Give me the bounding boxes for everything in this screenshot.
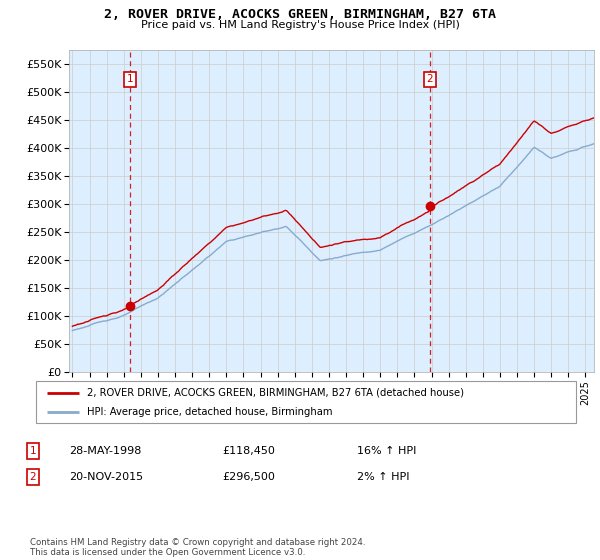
Text: 2: 2	[427, 74, 433, 85]
Text: 20-NOV-2015: 20-NOV-2015	[69, 472, 143, 482]
Text: Contains HM Land Registry data © Crown copyright and database right 2024.
This d: Contains HM Land Registry data © Crown c…	[30, 538, 365, 557]
Text: £118,450: £118,450	[222, 446, 275, 456]
Text: 1: 1	[127, 74, 134, 85]
Text: 1: 1	[29, 446, 37, 456]
Text: 16% ↑ HPI: 16% ↑ HPI	[357, 446, 416, 456]
Text: 2: 2	[29, 472, 37, 482]
Text: 2% ↑ HPI: 2% ↑ HPI	[357, 472, 409, 482]
Text: HPI: Average price, detached house, Birmingham: HPI: Average price, detached house, Birm…	[88, 407, 333, 417]
Text: £296,500: £296,500	[222, 472, 275, 482]
Text: 2, ROVER DRIVE, ACOCKS GREEN, BIRMINGHAM, B27 6TA (detached house): 2, ROVER DRIVE, ACOCKS GREEN, BIRMINGHAM…	[88, 388, 464, 398]
Text: Price paid vs. HM Land Registry's House Price Index (HPI): Price paid vs. HM Land Registry's House …	[140, 20, 460, 30]
Text: 2, ROVER DRIVE, ACOCKS GREEN, BIRMINGHAM, B27 6TA: 2, ROVER DRIVE, ACOCKS GREEN, BIRMINGHAM…	[104, 8, 496, 21]
Text: 28-MAY-1998: 28-MAY-1998	[69, 446, 142, 456]
